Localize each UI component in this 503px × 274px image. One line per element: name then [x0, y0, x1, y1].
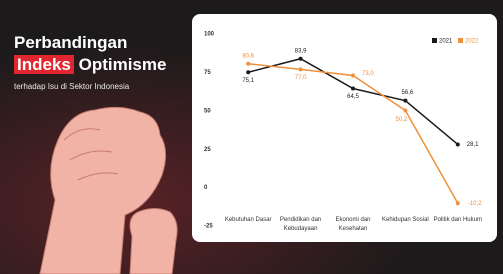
legend-swatch [458, 38, 463, 43]
y-tick-label: 50 [204, 108, 211, 114]
y-tick-label: 25 [204, 147, 211, 153]
value-label: 28,1 [467, 142, 479, 148]
value-label: 83,9 [295, 48, 307, 54]
x-tick-label: Politik dan Hukum [428, 216, 488, 225]
title-rest: Optimisme [79, 55, 167, 74]
x-tick-label: Pendidikan dan Kebudayaan [271, 216, 331, 234]
point [246, 62, 250, 66]
series-line [248, 64, 458, 203]
point [246, 70, 250, 74]
page: Perbandingan Indeks Optimisme terhadap I… [0, 0, 503, 274]
point [456, 201, 460, 205]
subtitle: terhadap Isu di Sektor Indonesia [14, 82, 129, 91]
point [351, 87, 355, 91]
point [403, 108, 407, 112]
point [299, 67, 303, 71]
y-tick-label: 75 [204, 70, 211, 76]
legend-swatch [432, 38, 437, 43]
value-label: 56,6 [402, 90, 414, 96]
y-tick-label: -25 [204, 224, 213, 230]
x-tick-label: Kehidupan Sosial [375, 216, 435, 225]
point [351, 73, 355, 77]
y-tick-label: 100 [204, 32, 215, 38]
value-label: 75,1 [242, 78, 254, 84]
x-tick-label: Ekonomi dan Kesehatan [323, 216, 383, 234]
title-highlight: Indeks [14, 55, 74, 74]
legend-label: 2022 [465, 39, 479, 45]
point [299, 57, 303, 61]
title-line: Indeks Optimisme [14, 55, 166, 75]
value-label: 64,5 [347, 94, 359, 100]
y-tick-label: 0 [204, 185, 208, 191]
chart: -25 0 25 50 75 100 75,1 83,9 64,5 56,6 28,1 80,6 77,… [192, 14, 497, 242]
legend-label: 2021 [439, 39, 453, 45]
value-label: 73,0 [362, 71, 374, 77]
series-line [248, 59, 458, 145]
value-label: 77,0 [295, 75, 307, 81]
x-tick-label: Kebutuhan Dasar [218, 216, 278, 225]
value-label: -10,2 [468, 201, 482, 207]
chart-card: -25 0 25 50 75 100 75,1 83,9 64,5 56,6 28,1 80,6 77,… [192, 14, 497, 242]
value-label: 80,6 [242, 53, 254, 59]
point [456, 142, 460, 146]
value-label: 50,2 [396, 117, 408, 123]
point [403, 99, 407, 103]
title-line: Perbandingan [14, 33, 127, 53]
